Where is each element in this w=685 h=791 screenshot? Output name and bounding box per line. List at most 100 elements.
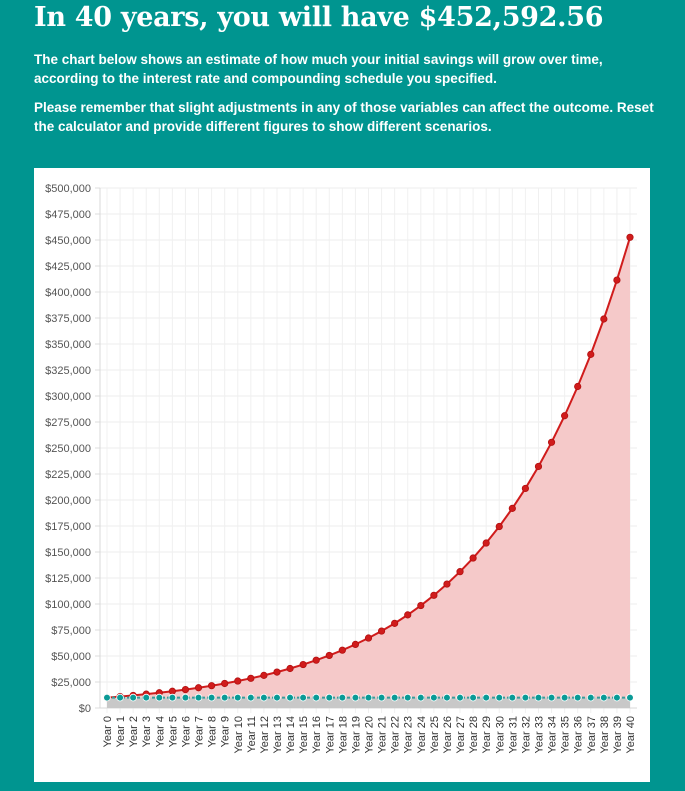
y-tick-label: $125,000 — [45, 573, 91, 585]
principal-data-point — [495, 693, 504, 702]
y-tick-label: $0 — [79, 703, 91, 715]
x-tick-label: Year 19 — [350, 716, 362, 754]
principal-data-point — [613, 693, 621, 702]
growth-data-point — [574, 382, 582, 391]
x-tick-label: Year 36 — [573, 716, 585, 754]
y-tick-label: $250,000 — [45, 443, 91, 455]
principal-data-point — [194, 693, 203, 702]
y-tick-label: $75,000 — [51, 625, 91, 637]
x-tick-label: Year 30 — [494, 716, 506, 754]
x-tick-label: Year 26 — [442, 716, 454, 754]
x-tick-label: Year 38 — [599, 716, 611, 754]
growth-data-point — [613, 276, 621, 284]
growth-data-point — [430, 591, 438, 599]
principal-data-point — [312, 693, 321, 702]
growth-data-point — [417, 601, 425, 610]
x-tick-label: Year 18 — [337, 716, 349, 754]
y-tick-label: $100,000 — [45, 599, 91, 611]
y-tick-label: $325,000 — [45, 365, 91, 377]
principal-data-point — [403, 693, 412, 702]
growth-data-point — [168, 687, 176, 695]
y-tick-label: $175,000 — [45, 521, 91, 533]
x-tick-label: Year 22 — [390, 716, 402, 754]
principal-data-point — [364, 693, 373, 702]
growth-data-point — [273, 668, 281, 676]
growth-data-point — [351, 640, 360, 648]
principal-data-point — [390, 693, 399, 702]
growth-data-point — [534, 462, 543, 471]
x-tick-label: Year 29 — [481, 716, 493, 754]
principal-data-point — [351, 693, 360, 702]
principal-data-point — [103, 693, 111, 702]
principal-data-point — [416, 693, 425, 702]
x-tick-label: Year 40 — [625, 716, 637, 754]
x-tick-label: Year 5 — [167, 716, 179, 747]
principal-data-point — [155, 693, 164, 702]
y-tick-label: $400,000 — [45, 287, 91, 299]
growth-data-point — [260, 671, 268, 679]
growth-data-point — [456, 568, 464, 576]
x-tick-label: Year 37 — [586, 716, 598, 754]
x-tick-label: Year 33 — [533, 716, 545, 754]
y-tick-label: $50,000 — [51, 651, 91, 663]
principal-data-point — [508, 693, 517, 702]
y-tick-label: $200,000 — [45, 495, 91, 507]
y-tick-label: $450,000 — [45, 235, 91, 247]
x-tick-label: Year 15 — [298, 716, 310, 754]
x-tick-label: Year 23 — [403, 716, 415, 754]
principal-data-point — [181, 693, 190, 702]
chart-explanation-text: The chart below shows an estimate of how… — [34, 52, 603, 86]
growth-data-point — [299, 660, 307, 669]
growth-data-point — [181, 685, 190, 694]
growth-data-point — [338, 646, 346, 654]
growth-data-point — [377, 627, 386, 635]
principal-data-point — [325, 693, 334, 702]
result-headline: In 40 years, you will have $452,592.56 — [34, 2, 604, 33]
x-tick-label: Year 12 — [259, 716, 271, 754]
x-tick-label: Year 3 — [141, 716, 153, 747]
growth-data-point — [508, 504, 516, 512]
principal-data-point — [233, 693, 242, 702]
growth-data-point — [234, 677, 242, 685]
x-tick-label: Year 13 — [272, 716, 284, 754]
reset-advice-text: Please remember that slight adjustments … — [34, 100, 654, 134]
x-tick-label: Year 0 — [102, 716, 114, 747]
x-tick-label: Year 28 — [468, 716, 480, 754]
x-tick-label: Year 24 — [416, 716, 428, 754]
principal-data-point — [534, 693, 543, 702]
x-tick-label: Year 31 — [507, 716, 519, 754]
y-tick-label: $275,000 — [45, 417, 91, 429]
growth-data-point — [600, 315, 608, 323]
y-tick-label: $500,000 — [45, 183, 91, 195]
x-tick-label: Year 6 — [180, 716, 192, 747]
principal-data-point — [299, 693, 307, 702]
principal-data-point — [600, 693, 608, 702]
growth-data-point — [404, 611, 412, 619]
growth-data-point — [482, 539, 490, 547]
y-tick-label: $150,000 — [45, 547, 91, 559]
principal-data-point — [626, 693, 634, 702]
x-tick-label: Year 14 — [285, 716, 297, 754]
growth-data-point — [312, 656, 320, 664]
x-tick-label: Year 27 — [455, 716, 467, 754]
growth-data-point — [286, 664, 294, 673]
growth-data-point — [561, 412, 569, 420]
principal-data-point — [456, 693, 464, 702]
growth-data-point — [495, 522, 503, 531]
growth-area-fill — [107, 237, 630, 709]
principal-data-point — [547, 693, 556, 702]
principal-data-point — [443, 693, 451, 702]
principal-data-point — [142, 693, 151, 702]
x-tick-label: Year 7 — [194, 716, 206, 747]
principal-data-point — [430, 693, 438, 702]
x-tick-label: Year 32 — [520, 716, 532, 754]
principal-data-point — [286, 693, 294, 702]
growth-chart: $0 $25,000 $50,000 $75,000 $100,000 $125,000 $… — [45, 183, 637, 754]
growth-chart-card: $0 $25,000 $50,000 $75,000 $100,000 $125,000 $… — [34, 168, 650, 782]
principal-data-point — [168, 693, 177, 702]
x-tick-label: Year 1 — [115, 716, 127, 747]
principal-data-point — [560, 693, 569, 702]
principal-data-point — [220, 693, 229, 702]
y-tick-label: $300,000 — [45, 391, 91, 403]
y-tick-label: $475,000 — [45, 209, 91, 221]
